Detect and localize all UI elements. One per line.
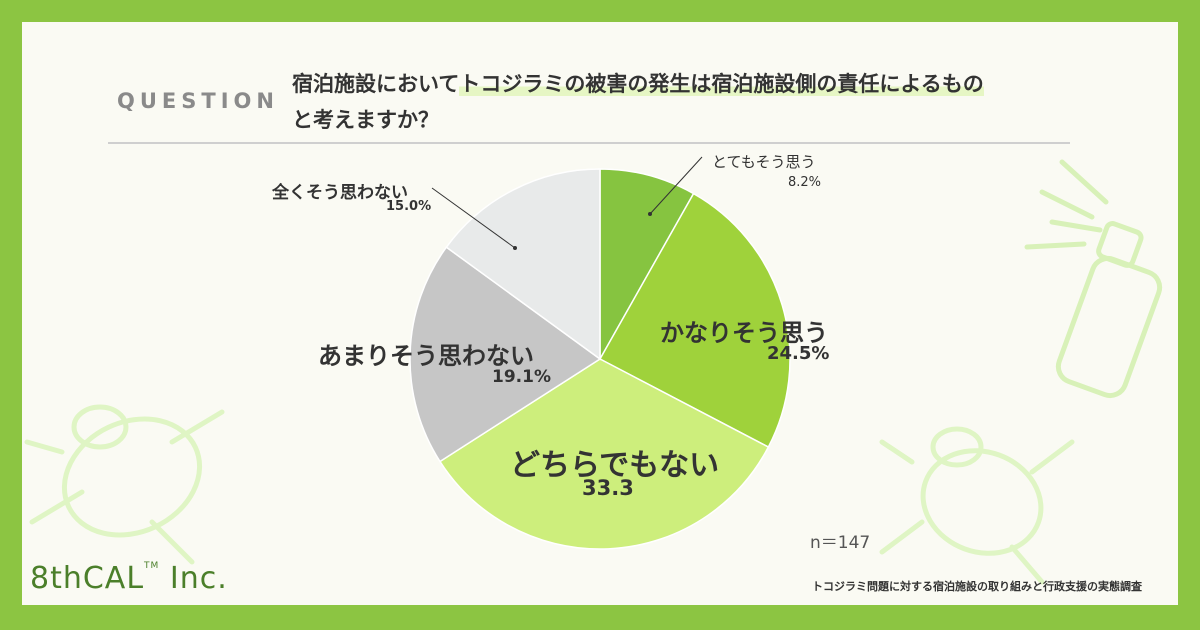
- question-tag: QUESTION: [117, 89, 279, 113]
- label-cat-1: かなりそう思う: [660, 319, 828, 347]
- label-val-3: 19.1%: [492, 367, 551, 387]
- leader-line-0: [649, 156, 703, 215]
- question-text: 宿泊施設においてトコジラミの被害の発生は宿泊施設側の責任によるもの と考えますか…: [292, 66, 1052, 138]
- bedbug-icon-right: [879, 426, 1075, 585]
- spray-bottle-icon: [1024, 159, 1163, 399]
- label-val-4: 15.0%: [386, 199, 432, 214]
- pie-chart: [409, 156, 791, 550]
- question-line1-pre: 宿泊施設において: [292, 72, 460, 96]
- logo-main: 8thCAL: [30, 561, 145, 596]
- question-highlight: トコジラミの被害の発生は宿泊施設側の責任によるもの: [459, 72, 984, 96]
- logo-tm: TM: [144, 561, 160, 571]
- label-val-0: 8.2%: [788, 175, 822, 190]
- logo-suffix: Inc.: [159, 561, 228, 596]
- pie-slice-2: [438, 358, 770, 550]
- sample-size: n＝147: [810, 533, 871, 553]
- card: QUESTION 宿泊施設においてトコジラミの被害の発生は宿泊施設側の責任による…: [22, 22, 1178, 605]
- label-cat-2: どちらでもない: [510, 448, 720, 483]
- question-line2: と考えますか？: [292, 108, 439, 132]
- label-val-2: 33.3: [582, 476, 634, 500]
- label-cat-0: とてもそう思う: [712, 153, 816, 171]
- pie-slice-3: [409, 246, 602, 463]
- label-cat-3: あまりそう思わない: [318, 342, 534, 370]
- company-logo: 8thCALTM Inc.: [30, 561, 228, 596]
- decorations: [24, 156, 1163, 585]
- label-cat-4: 全くそう思わない: [272, 183, 408, 203]
- footer-note: トコジラミ問題に対する宿泊施設の取り組みと行政支援の実態調査: [812, 580, 1142, 593]
- leader-line-0-dot: [648, 212, 652, 216]
- leader-line-4-dot: [513, 246, 517, 250]
- divider: [108, 142, 1070, 144]
- leader-line-4: [431, 187, 516, 249]
- pie-slice-4: [445, 168, 601, 361]
- bedbug-icon: [24, 404, 225, 565]
- pie-slice-0: [599, 168, 695, 362]
- label-val-1: 24.5%: [767, 343, 830, 364]
